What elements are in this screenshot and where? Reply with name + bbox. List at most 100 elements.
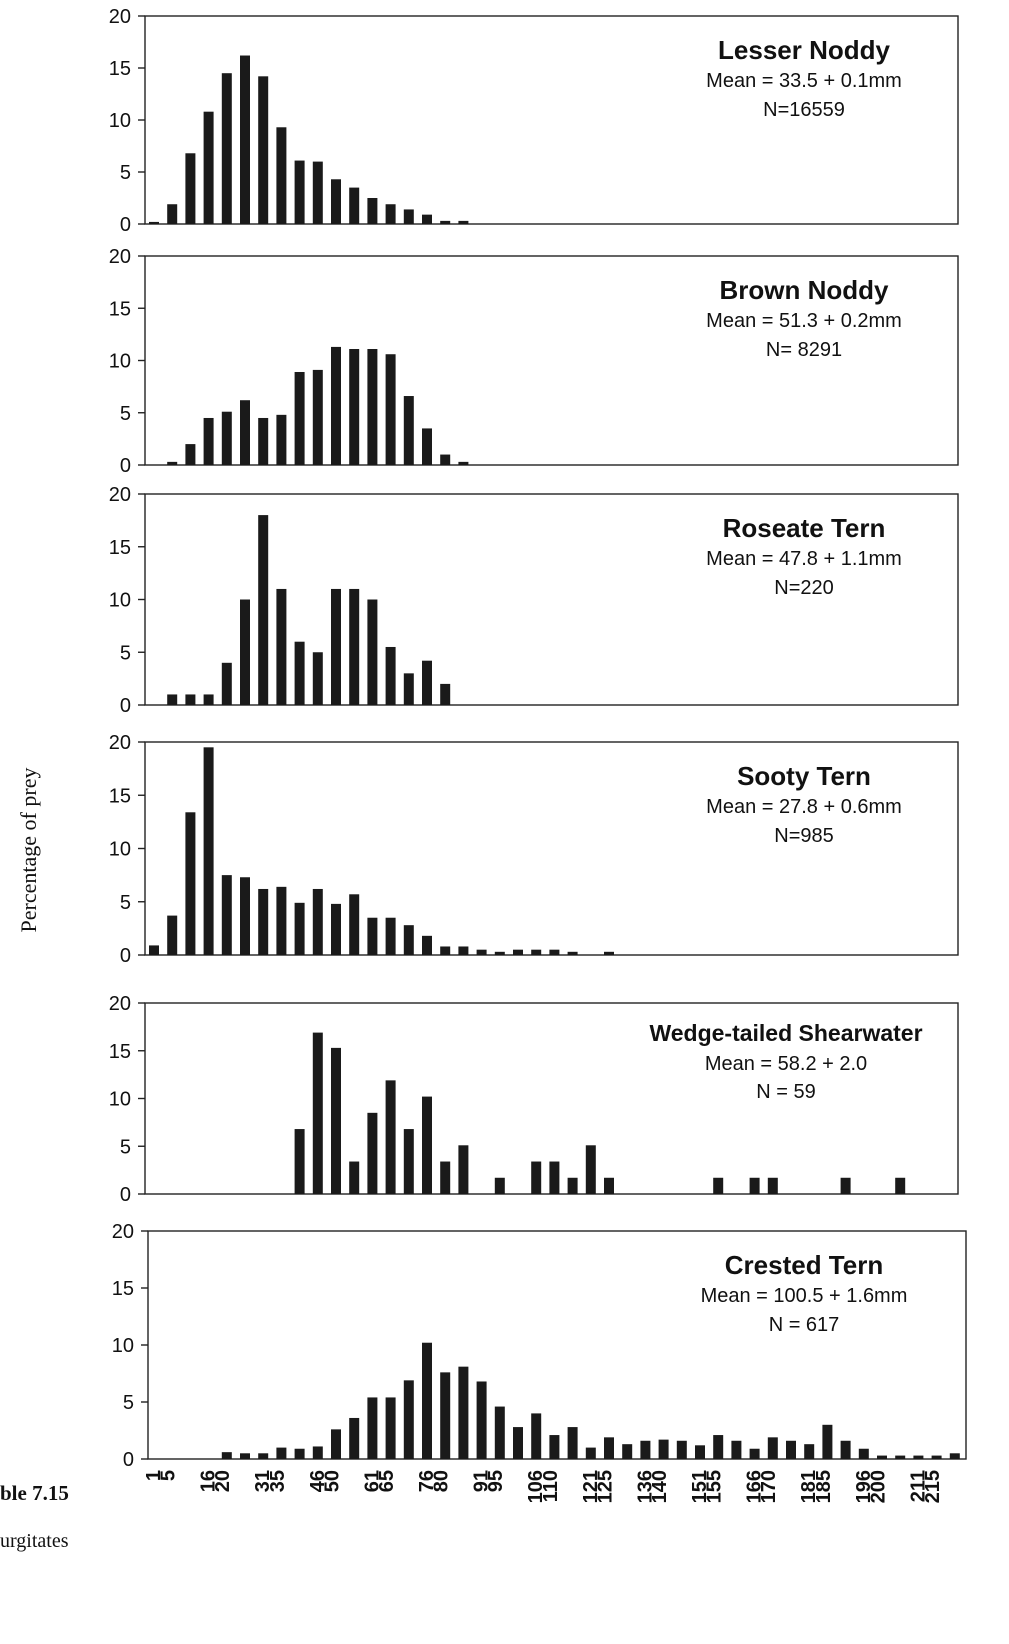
histogram-bar (494, 1406, 505, 1459)
y-tick-label: 15 (109, 1041, 131, 1063)
histogram-bar (167, 204, 178, 224)
caption-fragment-table-ref: ble 7.15 (0, 1481, 69, 1505)
chart-mean-label: Mean = 33.5 + 0.1mm (706, 70, 902, 92)
x-tick-label: 91 (471, 1470, 493, 1492)
histogram-bar (440, 946, 451, 955)
histogram-bar (385, 354, 396, 465)
histogram-bar (695, 1445, 705, 1459)
y-tick-label: 15 (109, 785, 131, 807)
histogram-bar (458, 946, 469, 955)
histogram-bar (221, 662, 232, 705)
histogram-bar (422, 214, 432, 224)
histogram-bar (403, 209, 414, 224)
histogram-bar (167, 915, 178, 955)
histogram-bar (767, 1177, 778, 1194)
histogram-bar (331, 1047, 341, 1194)
y-tick-label: 20 (109, 484, 131, 506)
histogram-bar (531, 1413, 542, 1459)
histogram-bar (294, 371, 305, 465)
histogram-bar (731, 1440, 742, 1459)
histogram-bar (767, 1437, 778, 1459)
histogram-bar (185, 812, 196, 955)
y-tick-label: 0 (120, 214, 131, 236)
histogram-bar (385, 204, 396, 224)
histogram-bar (240, 400, 250, 465)
histogram-bar (367, 1397, 378, 1459)
chart-n-label: N=985 (774, 825, 834, 847)
histogram-bar (604, 1177, 614, 1194)
x-tick-label: 170 (758, 1470, 780, 1503)
histogram-bar (276, 414, 287, 465)
y-tick-label: 0 (120, 1184, 131, 1206)
histogram-bar (367, 198, 378, 224)
chart-n-label: N= 8291 (766, 339, 842, 361)
chart-n-label: N=220 (774, 577, 834, 599)
histogram-bar (367, 599, 378, 705)
y-tick-label: 10 (109, 110, 131, 132)
chart-title: Lesser Noddy (718, 35, 890, 65)
chart-panel: 0 5 10 15 20 Lesser Noddy Mean = 33.5 + 0.1mm N… (109, 6, 959, 236)
y-tick-label: 20 (109, 732, 131, 754)
histogram-bar (258, 515, 269, 705)
x-tick-label: 46 (307, 1470, 329, 1492)
histogram-bar (440, 683, 451, 705)
chart-panel: 0 5 10 15 20 Wedge-tailed Shearwater Mean = 58… (109, 993, 959, 1206)
histogram-bar (349, 588, 360, 705)
x-tick-label: 181 (798, 1470, 820, 1503)
x-tick-label: 200 (867, 1470, 889, 1503)
histogram-bar (294, 641, 305, 705)
y-axis-label: Percentage of prey (16, 768, 41, 933)
histogram-bar (895, 1177, 906, 1194)
y-tick-label: 10 (109, 839, 131, 861)
y-tick-label: 15 (109, 537, 131, 559)
histogram-bar (440, 1372, 451, 1459)
histogram-bar (422, 1342, 432, 1459)
histogram-bar (312, 1032, 323, 1194)
histogram-bar (240, 599, 250, 705)
chart-title: Crested Tern (725, 1250, 883, 1280)
y-tick-label: 5 (120, 162, 131, 184)
histogram-bar (567, 1177, 578, 1194)
x-tick-label: 35 (267, 1470, 289, 1492)
y-tick-label: 5 (120, 403, 131, 425)
histogram-bar (312, 1446, 323, 1459)
histogram-bar (294, 902, 305, 955)
histogram-bar (276, 127, 287, 224)
histogram-bar (221, 1452, 232, 1459)
histogram-bar (167, 694, 178, 705)
y-tick-label: 20 (109, 6, 131, 28)
x-tick-label: 16 (198, 1470, 220, 1492)
x-tick-label: 151 (689, 1470, 711, 1503)
histogram-bar (403, 1380, 414, 1459)
histogram-bar (422, 428, 432, 465)
histogram-bar (349, 349, 360, 465)
histogram-bar (749, 1448, 760, 1459)
histogram-bar (294, 160, 305, 224)
histogram-bar (349, 894, 360, 955)
chart-title: Brown Noddy (720, 275, 890, 305)
x-tick-label: 61 (361, 1470, 383, 1492)
histogram-bar (476, 949, 487, 955)
chart-title: Wedge-tailed Shearwater (649, 1020, 922, 1046)
histogram-bar (458, 1366, 469, 1459)
chart-panel: 0 5 10 15 20 Brown Noddy Mean = 51.3 + 0.2mm N=… (109, 246, 959, 477)
y-tick-label: 10 (109, 590, 131, 612)
histogram-bar (221, 875, 232, 955)
x-tick-label: 136 (634, 1470, 656, 1503)
chart-mean-label: Mean = 27.8 + 0.6mm (706, 796, 902, 818)
y-tick-label: 5 (120, 892, 131, 914)
x-tick-label: 215 (922, 1470, 944, 1503)
histogram-bar (440, 454, 451, 465)
histogram-bar (513, 949, 523, 955)
histogram-bar (385, 917, 396, 955)
histogram-bar (604, 1437, 614, 1459)
chart-n-label: N=16559 (763, 99, 845, 121)
histogram-bar (895, 1455, 906, 1459)
histogram-bar (167, 461, 178, 465)
y-tick-label: 5 (120, 642, 131, 664)
chart-panel: 0 5 10 15 20 Sooty Tern Mean = 27.8 + 0.6mm N=9… (109, 732, 959, 967)
histogram-bar (367, 1112, 378, 1194)
